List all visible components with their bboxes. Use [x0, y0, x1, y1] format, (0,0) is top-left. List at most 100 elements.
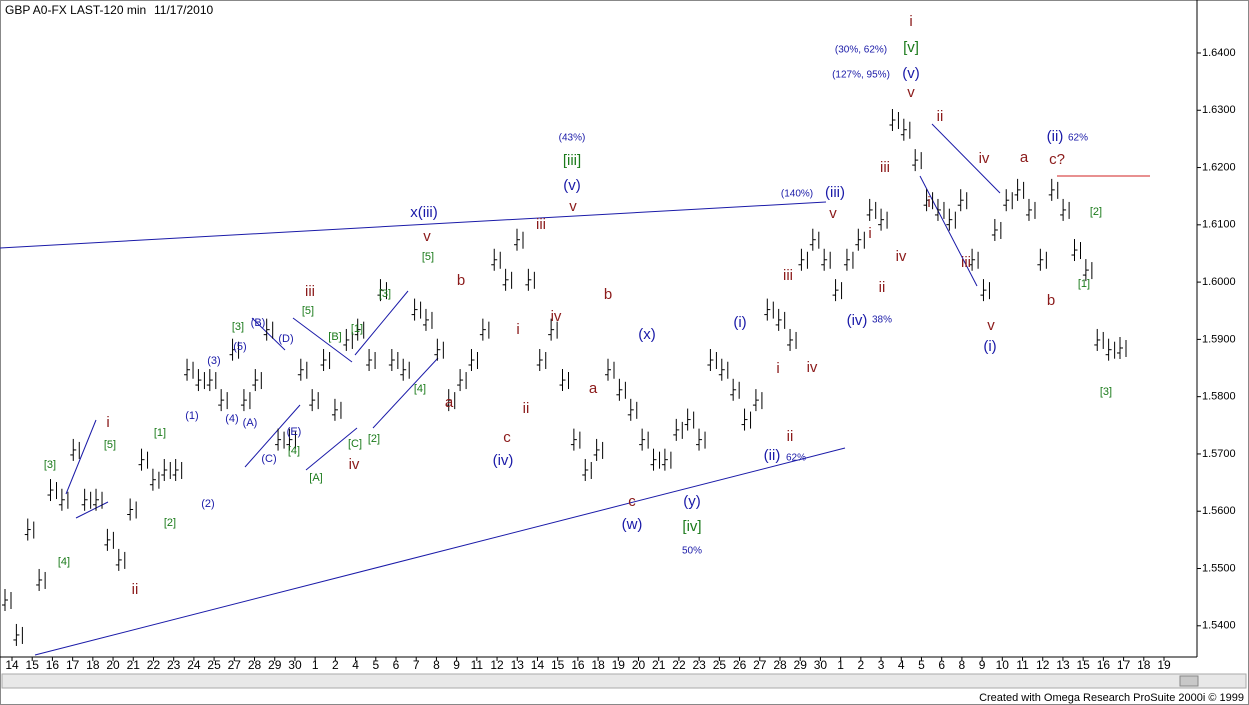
chart-date: 11/17/2010: [154, 3, 213, 17]
x-tick-label: 6: [393, 658, 400, 672]
trend-line: [65, 419, 97, 495]
wave-label: ii: [523, 400, 530, 417]
price-bar: [1071, 239, 1081, 262]
trend-line: [372, 357, 439, 429]
wave-label: [v]: [903, 39, 919, 56]
trend-line: [931, 123, 1001, 194]
wave-label: (v): [902, 65, 920, 82]
wave-label: (A): [243, 417, 258, 429]
x-tick-label: 17: [66, 658, 80, 672]
x-tick-label: 20: [632, 658, 646, 672]
wave-label: v: [423, 228, 431, 245]
price-bar: [252, 369, 262, 392]
price-bar: [138, 448, 149, 471]
wave-label: v: [569, 198, 577, 215]
x-tick-label: 16: [571, 658, 585, 672]
price-bar: [866, 198, 877, 221]
wave-label: (iv): [847, 312, 868, 329]
scrollbar-thumb[interactable]: [1179, 675, 1199, 687]
x-tick-label: 5: [372, 658, 379, 672]
wave-label: b: [457, 272, 465, 289]
wave-label: (2): [201, 498, 214, 510]
wave-label: ii: [787, 428, 794, 445]
wave-label: (y): [683, 493, 701, 510]
price-bar: [1048, 178, 1059, 201]
price-bar: [331, 398, 342, 421]
price-bar: [730, 378, 740, 401]
trend-line: [292, 317, 353, 363]
price-bar: [263, 318, 274, 341]
x-tick-label: 30: [814, 658, 828, 672]
wave-label: iv: [896, 248, 907, 265]
footer: Created with Omega Research ProSuite 200…: [979, 692, 1244, 704]
wave-label: c: [503, 429, 511, 446]
price-bar: [582, 458, 592, 481]
trend-line: [34, 447, 846, 656]
x-tick-label: 21: [127, 658, 141, 672]
y-tick-label: 1.6300: [1202, 104, 1236, 116]
x-tick-label: 27: [228, 658, 242, 672]
wave-label: (w): [622, 516, 643, 533]
price-bar: [912, 149, 922, 172]
price-bar: [855, 228, 865, 251]
x-tick-label: 27: [753, 658, 767, 672]
wave-label: [3]: [44, 459, 56, 471]
price-bar: [400, 358, 410, 381]
x-tick-label: 20: [106, 658, 120, 672]
price-bar: [149, 468, 160, 491]
wave-label: [A]: [309, 472, 322, 484]
price-bar: [593, 438, 604, 461]
price-bar: [946, 208, 956, 231]
x-tick-label: 15: [1076, 658, 1090, 672]
x-tick-label: 17: [1117, 658, 1131, 672]
x-tick-label: 16: [1097, 658, 1111, 672]
x-tick-label: 13: [1056, 658, 1070, 672]
price-bar: [297, 358, 308, 381]
wave-label: ii: [879, 279, 886, 296]
wave-label: v: [907, 84, 915, 101]
x-tick-label: 9: [453, 658, 460, 672]
price-bar: [36, 568, 46, 591]
trend-line: [0, 201, 827, 249]
wave-label: [iv]: [682, 518, 701, 535]
price-bar: [354, 318, 365, 341]
price-bar: [343, 328, 353, 351]
x-tick-label: 22: [147, 658, 161, 672]
x-tick-label: 16: [46, 658, 60, 672]
price-bar: [104, 528, 114, 551]
price-bar: [58, 488, 69, 511]
price-bar: [809, 228, 820, 251]
y-tick-label: 1.6400: [1202, 47, 1236, 59]
price-bar: [47, 479, 58, 502]
price-bar: [275, 428, 285, 451]
wave-label: [4]: [414, 383, 426, 395]
wave-label: i: [927, 194, 930, 211]
price-bar: [309, 389, 319, 412]
wave-label: ii: [132, 581, 139, 598]
price-bar: [798, 248, 808, 271]
price-bar: [172, 458, 183, 481]
y-tick-label: 1.5500: [1202, 562, 1236, 574]
y-tick-label: 1.6100: [1202, 219, 1236, 231]
wave-label: i: [516, 321, 519, 338]
price-bar: [764, 298, 774, 321]
wave-label: a: [1020, 149, 1029, 166]
price-bar: [707, 349, 717, 372]
x-tick-label: 23: [692, 658, 706, 672]
price-bar: [93, 488, 103, 511]
wave-label: [3]: [379, 288, 391, 300]
wave-label: i: [106, 414, 109, 431]
x-tick-label: 18: [1137, 658, 1151, 672]
x-tick-label: 6: [938, 658, 945, 672]
wave-label: [3]: [232, 321, 244, 333]
x-tick-label: 19: [612, 658, 626, 672]
price-bar: [889, 108, 899, 131]
wave-label: [C]: [348, 438, 362, 450]
x-tick-label: 14: [531, 658, 545, 672]
scrollbar[interactable]: [1, 673, 1247, 689]
trend-line: [244, 404, 301, 468]
x-tick-label: 2: [332, 658, 339, 672]
wave-label: (ii): [764, 447, 781, 464]
